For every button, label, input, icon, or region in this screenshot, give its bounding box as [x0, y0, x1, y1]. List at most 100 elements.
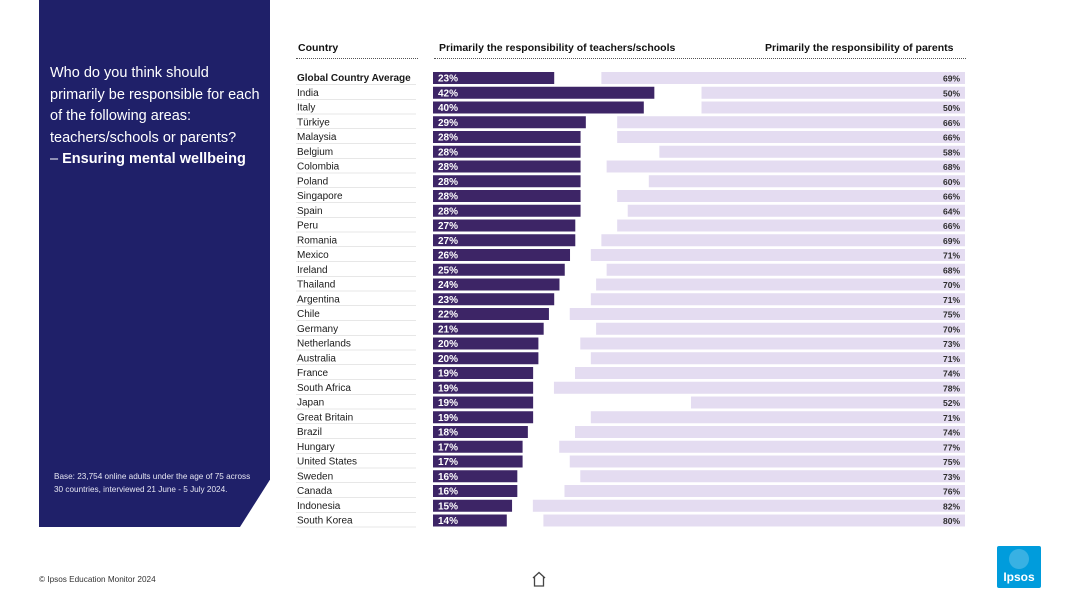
teachers-value-label: 14%	[438, 516, 458, 527]
country-label: Spain	[297, 206, 323, 217]
parents-value-label: 71%	[943, 295, 960, 305]
country-label: Italy	[297, 103, 315, 114]
teachers-bar	[433, 204, 581, 217]
teachers-value-label: 19%	[438, 413, 458, 424]
teachers-bar	[433, 396, 534, 409]
teachers-bar	[433, 411, 534, 424]
teachers-value-label: 28%	[438, 192, 458, 203]
teachers-bar	[433, 470, 518, 483]
header-divider-values	[434, 58, 966, 59]
teachers-value-label: 24%	[438, 280, 458, 291]
parents-bar	[617, 219, 965, 232]
teachers-value-label: 28%	[438, 162, 458, 173]
parents-bar	[606, 160, 965, 173]
teachers-value-label: 29%	[438, 118, 458, 129]
parents-bar	[543, 514, 965, 527]
parents-value-label: 75%	[943, 457, 960, 467]
teachers-value-label: 40%	[438, 103, 458, 114]
teachers-bar	[433, 322, 544, 335]
country-label: Australia	[297, 353, 336, 364]
teachers-value-label: 21%	[438, 324, 458, 335]
teachers-value-label: 20%	[438, 339, 458, 350]
country-label: South Korea	[297, 516, 353, 527]
parents-value-label: 74%	[943, 428, 960, 438]
teachers-bar	[433, 160, 581, 173]
header-country: Country	[298, 42, 339, 54]
country-label: Hungary	[297, 442, 335, 453]
parents-value-label: 66%	[943, 133, 960, 143]
teachers-value-label: 27%	[438, 221, 458, 232]
parents-bar	[617, 116, 965, 129]
parents-bar	[617, 190, 965, 202]
teachers-value-label: 42%	[438, 88, 458, 99]
parents-value-label: 50%	[943, 88, 960, 98]
parents-bar	[590, 293, 965, 306]
question-main: Who do you think should primarily be res…	[50, 65, 260, 146]
teachers-value-label: 20%	[438, 354, 458, 365]
teachers-bar	[433, 101, 644, 114]
parents-bar	[564, 485, 965, 497]
parents-bar	[596, 278, 965, 291]
teachers-bar	[433, 485, 518, 497]
parents-value-label: 52%	[943, 398, 960, 408]
teachers-value-label: 28%	[438, 177, 458, 188]
country-label: Ireland	[297, 265, 328, 276]
country-label: Peru	[297, 221, 318, 232]
country-label: Singapore	[297, 191, 343, 202]
parents-value-label: 58%	[943, 147, 960, 157]
parents-bar	[601, 234, 965, 247]
teachers-bar	[433, 293, 555, 306]
country-label: South Africa	[297, 383, 351, 394]
parents-value-label: 60%	[943, 177, 960, 187]
ipsos-logo: Ipsos	[997, 546, 1041, 588]
teachers-value-label: 22%	[438, 310, 458, 321]
teachers-value-label: 18%	[438, 428, 458, 439]
teachers-bar	[433, 514, 507, 527]
parents-value-label: 69%	[943, 236, 960, 246]
teachers-bar	[433, 263, 565, 276]
country-label: Indonesia	[297, 501, 341, 512]
footer-copyright: © Ipsos Education Monitor 2024	[39, 575, 156, 584]
teachers-bar	[433, 367, 534, 379]
parents-value-label: 76%	[943, 487, 960, 497]
teachers-value-label: 23%	[438, 295, 458, 306]
country-label: Brazil	[297, 427, 322, 438]
country-label: Global Country Average	[297, 73, 411, 84]
country-label: France	[297, 368, 329, 379]
parents-bar	[575, 426, 965, 438]
parents-value-label: 68%	[943, 162, 960, 172]
parents-bar	[596, 322, 965, 335]
parents-bar	[590, 411, 965, 424]
teachers-bar	[433, 249, 571, 261]
parents-bar	[690, 396, 965, 409]
parents-bar	[569, 308, 965, 320]
country-label: Japan	[297, 398, 324, 409]
parents-bar	[580, 337, 965, 350]
country-label: Canada	[297, 486, 332, 497]
header-teachers: Primarily the responsibility of teachers…	[439, 42, 676, 54]
parents-bar	[606, 263, 965, 276]
parents-bar	[701, 101, 965, 114]
parents-bar	[617, 131, 965, 143]
teachers-value-label: 26%	[438, 251, 458, 262]
teachers-value-label: 25%	[438, 265, 458, 276]
country-label: Netherlands	[297, 339, 351, 350]
home-icon[interactable]	[530, 570, 548, 588]
country-label: Germany	[297, 324, 338, 335]
teachers-bar	[433, 131, 581, 143]
country-label: Great Britain	[297, 412, 353, 423]
parents-value-label: 66%	[943, 221, 960, 231]
parents-value-label: 71%	[943, 413, 960, 423]
parents-value-label: 73%	[943, 472, 960, 482]
parents-bar	[648, 175, 965, 188]
teachers-value-label: 19%	[438, 398, 458, 409]
teachers-bar	[433, 440, 523, 453]
question-text: Who do you think should primarily be res…	[50, 63, 262, 171]
teachers-value-label: 17%	[438, 457, 458, 468]
parents-bar	[590, 352, 965, 365]
teachers-bar	[433, 455, 523, 468]
teachers-bar	[433, 352, 539, 365]
country-label: Mexico	[297, 250, 329, 261]
parents-value-label: 75%	[943, 310, 960, 320]
